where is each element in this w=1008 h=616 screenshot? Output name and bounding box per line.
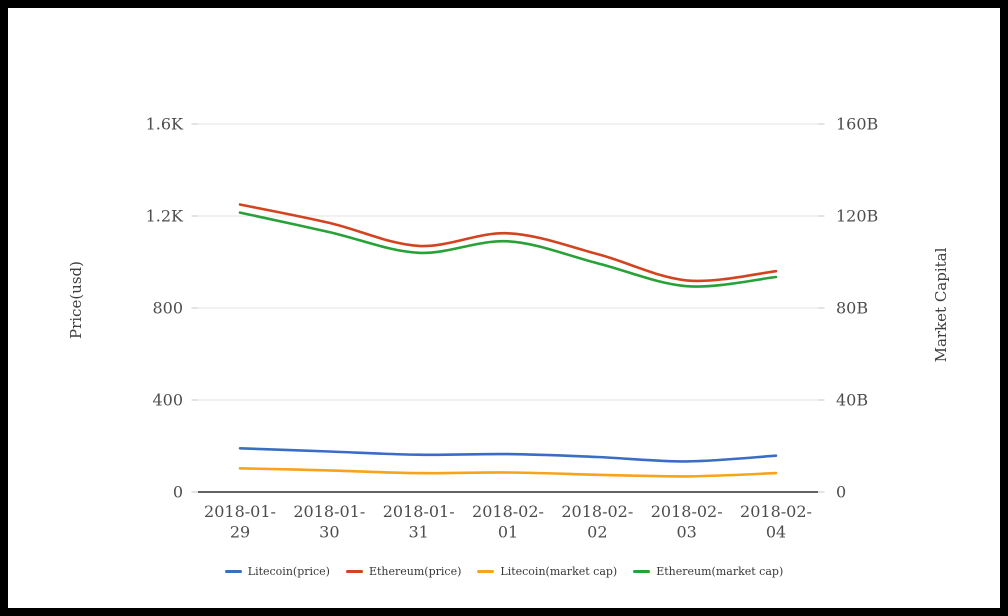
series-line-ethereum-market-cap — [238, 211, 778, 288]
legend-item-label: Litecoin(price) — [247, 565, 330, 578]
y-tick-label-right: 0 — [836, 483, 846, 502]
y-tick-label-right: 160B — [836, 115, 878, 134]
legend-item-label: Litecoin(market cap) — [500, 565, 618, 578]
legend-line-swatch-icon — [477, 570, 495, 573]
legend-item-ethereum-market-cap[interactable]: Ethereum(market cap) — [633, 565, 783, 578]
series-line-litecoin-market-cap — [238, 467, 778, 478]
chart-legend: Litecoin(price) Ethereum(price) Litecoin(m… — [8, 565, 1000, 578]
legend-item-ethereum-price[interactable]: Ethereum(price) — [345, 565, 462, 578]
legend-line-swatch-icon — [345, 570, 363, 573]
y-tick-label-right: 80B — [836, 299, 868, 318]
y-tick-label-right: 40B — [836, 391, 868, 410]
legend-item-label: Ethereum(market cap) — [656, 565, 784, 578]
y-tick-label-left: 800 — [152, 299, 183, 318]
legend-item-label: Ethereum(price) — [368, 565, 462, 578]
x-tick-label: 2018-01-30 — [293, 502, 365, 542]
legend-item-litecoin-price[interactable]: Litecoin(price) — [224, 565, 330, 578]
x-tick-label: 2018-02-04 — [740, 502, 812, 542]
legend-line-swatch-icon — [224, 570, 242, 573]
series-line-litecoin-price — [238, 447, 778, 463]
y-tick-label-right: 120B — [836, 207, 878, 226]
x-tick-label: 2018-02-01 — [472, 502, 544, 542]
x-tick-label: 2018-02-02 — [561, 502, 633, 542]
y-tick-label-left: 400 — [152, 391, 183, 410]
x-tick-label: 2018-01-31 — [383, 502, 455, 542]
x-tick-label: 2018-02-03 — [651, 502, 723, 542]
legend-line-swatch-icon — [633, 570, 651, 573]
y-tick-label-left: 0 — [173, 483, 183, 502]
left-axis-title: Price(usd) — [67, 260, 85, 340]
y-tick-label-left: 1.2K — [146, 207, 184, 226]
crypto-line-chart: 0 400 800 1.2K 1.6K 0 40B 80B 120B 160B 2018-01-29… — [146, 115, 879, 542]
right-axis-title: Market Capital — [932, 247, 950, 363]
legend-item-litecoin-market-cap[interactable]: Litecoin(market cap) — [477, 565, 617, 578]
series-line-ethereum-price — [238, 203, 778, 283]
x-tick-label: 2018-01-29 — [204, 502, 276, 542]
y-tick-label-left: 1.6K — [146, 115, 184, 134]
